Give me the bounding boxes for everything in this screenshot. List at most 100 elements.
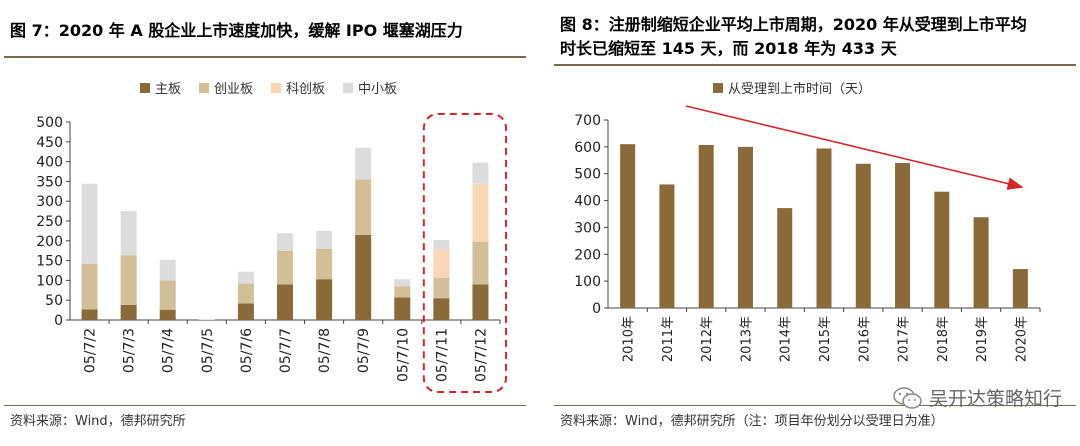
y-tick-label: 450 [36, 135, 63, 151]
bar-segment-主板-05/7/7 [277, 284, 293, 320]
bar-segment-主板-05/7/9 [355, 234, 372, 320]
x-tick-label: 05/7/3 [122, 328, 138, 373]
right-source-note: 资料来源：Wind，德邦研究所（注：项目年份划分以受理日为准） [560, 414, 944, 429]
right-title-rule [554, 64, 1076, 66]
legend-label-duration: 从受理到上市时间（天） [728, 81, 871, 97]
x-tick-label: 05/7/7 [278, 328, 294, 373]
bar-segment-中小板-05/7/12 [472, 162, 489, 184]
x-tick-label: 05/7/10 [395, 328, 411, 382]
y-tick-label: 300 [574, 220, 601, 236]
bar-segment-创业板-05/7/3 [120, 255, 137, 305]
bar-2020年 [1012, 269, 1028, 308]
x-tick-label: 05/7/4 [161, 328, 177, 373]
watermark-text: 吴开达策略知行 [928, 388, 1062, 410]
right-chart-title-line1: 图 8：注册制缩短企业平均上市周期，2020 年从受理到上市平均 [560, 15, 1027, 34]
bar-segment-创业板-05/7/2 [81, 263, 98, 310]
bar-segment-创业板-05/7/10 [394, 286, 411, 298]
x-tick-label: 2020年 [1014, 316, 1029, 362]
x-tick-label: 05/7/9 [356, 328, 372, 373]
y-tick-label: 0 [54, 313, 63, 329]
bar-segment-中小板-05/7/3 [120, 211, 137, 256]
y-tick-label: 400 [36, 155, 63, 171]
bar-segment-创业板-05/7/8 [316, 248, 333, 280]
wechat-icon [893, 386, 922, 409]
y-tick-label: 50 [45, 293, 63, 309]
bar-segment-中小板-05/7/7 [277, 233, 293, 251]
left-chart-title: 图 7：2020 年 A 股企业上市速度加快，缓解 IPO 堰塞湖压力 [10, 21, 463, 40]
x-tick-label: 05/7/5 [200, 328, 216, 373]
right-bottom-rule [554, 405, 1076, 406]
bar-2013年 [737, 146, 753, 308]
bar-segment-中小板-05/7/9 [355, 147, 372, 180]
bar-2010年 [620, 144, 636, 308]
x-tick-label: 2016年 [857, 316, 872, 362]
bar-segment-中小板-05/7/11 [433, 240, 450, 250]
left-chart-panel: 图 7：2020 年 A 股企业上市速度加快，缓解 IPO 堰塞湖压力 主板 创业… [0, 0, 530, 446]
bar-2014年 [777, 208, 793, 308]
legend-label-2: 科创板 [286, 82, 325, 97]
x-tick-label: 2013年 [739, 316, 754, 362]
x-tick-label: 2019年 [975, 316, 990, 362]
bar-2019年 [973, 217, 989, 308]
bar-segment-创业板-05/7/4 [159, 280, 176, 310]
left-bottom-rule [4, 405, 526, 406]
bar-segment-中小板-05/7/5 [198, 319, 215, 320]
bar-2011年 [659, 184, 675, 308]
left-title-rule [4, 56, 526, 58]
legend-label-3: 中小板 [358, 82, 397, 97]
bar-segment-创业板-05/7/12 [472, 241, 489, 285]
x-tick-label: 2012年 [700, 316, 715, 362]
legend-label-0: 主板 [155, 82, 181, 97]
x-tick-label: 2011年 [661, 316, 676, 362]
bar-segment-科创板-05/7/12 [472, 183, 489, 242]
x-tick-label: 05/7/2 [83, 328, 99, 373]
legend-swatch-0 [140, 83, 150, 93]
trend-arrow [685, 105, 1024, 190]
bar-segment-中小板-05/7/4 [159, 259, 176, 281]
y-tick-label: 250 [36, 214, 63, 230]
bar-2015年 [816, 148, 832, 308]
x-tick-label: 2014年 [779, 316, 794, 362]
y-tick-label: 500 [574, 167, 601, 183]
legend-swatch-3 [343, 83, 353, 93]
bar-2012年 [698, 144, 714, 308]
bar-segment-主板-05/7/11 [433, 298, 450, 320]
bar-segment-中小板-05/7/2 [81, 183, 98, 264]
y-tick-label: 700 [574, 113, 601, 129]
bar-segment-科创板-05/7/11 [433, 249, 450, 278]
bar-segment-中小板-05/7/6 [237, 271, 254, 284]
bar-segment-主板-05/7/10 [394, 297, 411, 320]
y-tick-label: 400 [574, 194, 601, 210]
bar-2017年 [895, 162, 911, 308]
bar-segment-中小板-05/7/10 [394, 279, 411, 287]
x-tick-label: 05/7/12 [473, 328, 489, 382]
legend-swatch-duration [713, 83, 723, 93]
y-tick-label: 0 [592, 301, 601, 317]
bar-segment-中小板-05/7/8 [316, 230, 333, 249]
legend-label-1: 创业板 [214, 82, 253, 97]
y-tick-label: 150 [36, 254, 63, 270]
bar-segment-创业板-05/7/11 [433, 277, 450, 299]
bar-segment-创业板-05/7/7 [277, 250, 293, 285]
right-chart-panel: 图 8：注册制缩短企业平均上市周期，2020 年从受理到上市平均 时长已缩短至 … [550, 0, 1080, 446]
bar-segment-主板-05/7/2 [81, 309, 98, 320]
bar-segment-主板-05/7/3 [120, 304, 137, 320]
y-tick-label: 600 [574, 140, 601, 156]
legend-swatch-2 [271, 83, 281, 93]
bar-segment-主板-05/7/12 [472, 284, 489, 320]
x-tick-label: 2018年 [936, 316, 951, 362]
x-tick-label: 05/7/6 [239, 328, 255, 373]
y-tick-label: 200 [36, 234, 63, 250]
highlight-box [422, 113, 507, 393]
legend-swatch-1 [199, 83, 209, 93]
y-tick-label: 100 [36, 273, 63, 289]
bar-segment-创业板-05/7/6 [237, 283, 254, 304]
bar-2018年 [934, 191, 950, 308]
bar-2016年 [855, 163, 871, 308]
y-tick-label: 100 [574, 274, 601, 290]
bar-segment-主板-05/7/8 [316, 279, 333, 320]
x-tick-label: 2017年 [897, 316, 912, 362]
bar-segment-主板-05/7/4 [159, 309, 176, 320]
bar-segment-创业板-05/7/9 [355, 179, 372, 235]
y-tick-label: 300 [36, 194, 63, 210]
